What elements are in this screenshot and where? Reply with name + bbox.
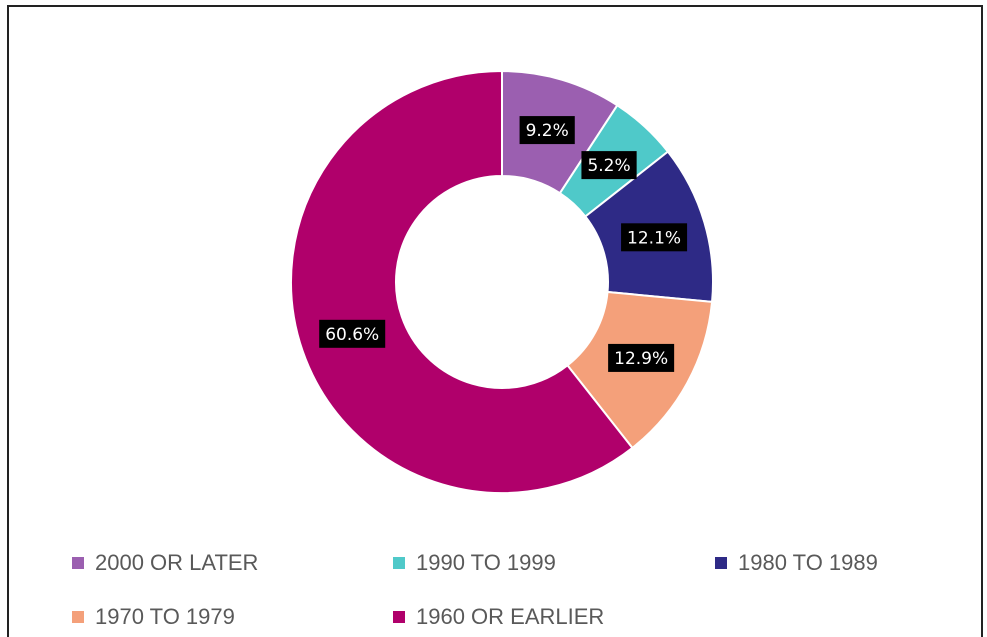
legend-marker [393,611,405,623]
legend-label: 1980 TO 1989 [738,550,878,575]
data-label-box [319,319,386,348]
legend-marker [72,611,84,623]
data-label-box [621,223,688,252]
frame [7,5,983,637]
data-label: 9.2% [526,121,569,141]
data-label: 60.6% [325,325,379,345]
legend-label: 2000 OR LATER [95,550,258,575]
data-label-box [608,343,675,372]
data-label: 5.2% [587,156,630,176]
legend-marker [715,557,727,569]
data-label: 12.1% [627,228,681,248]
legend-label: 1990 TO 1999 [416,550,556,575]
data-label-box [519,116,575,145]
data-label: 12.9% [614,349,668,369]
data-label-box [581,151,637,180]
legend-marker [393,557,405,569]
legend-label: 1970 TO 1979 [95,604,235,629]
legend-label: 1960 OR EARLIER [416,604,604,629]
legend-marker [72,557,84,569]
donut-segment [290,69,634,494]
